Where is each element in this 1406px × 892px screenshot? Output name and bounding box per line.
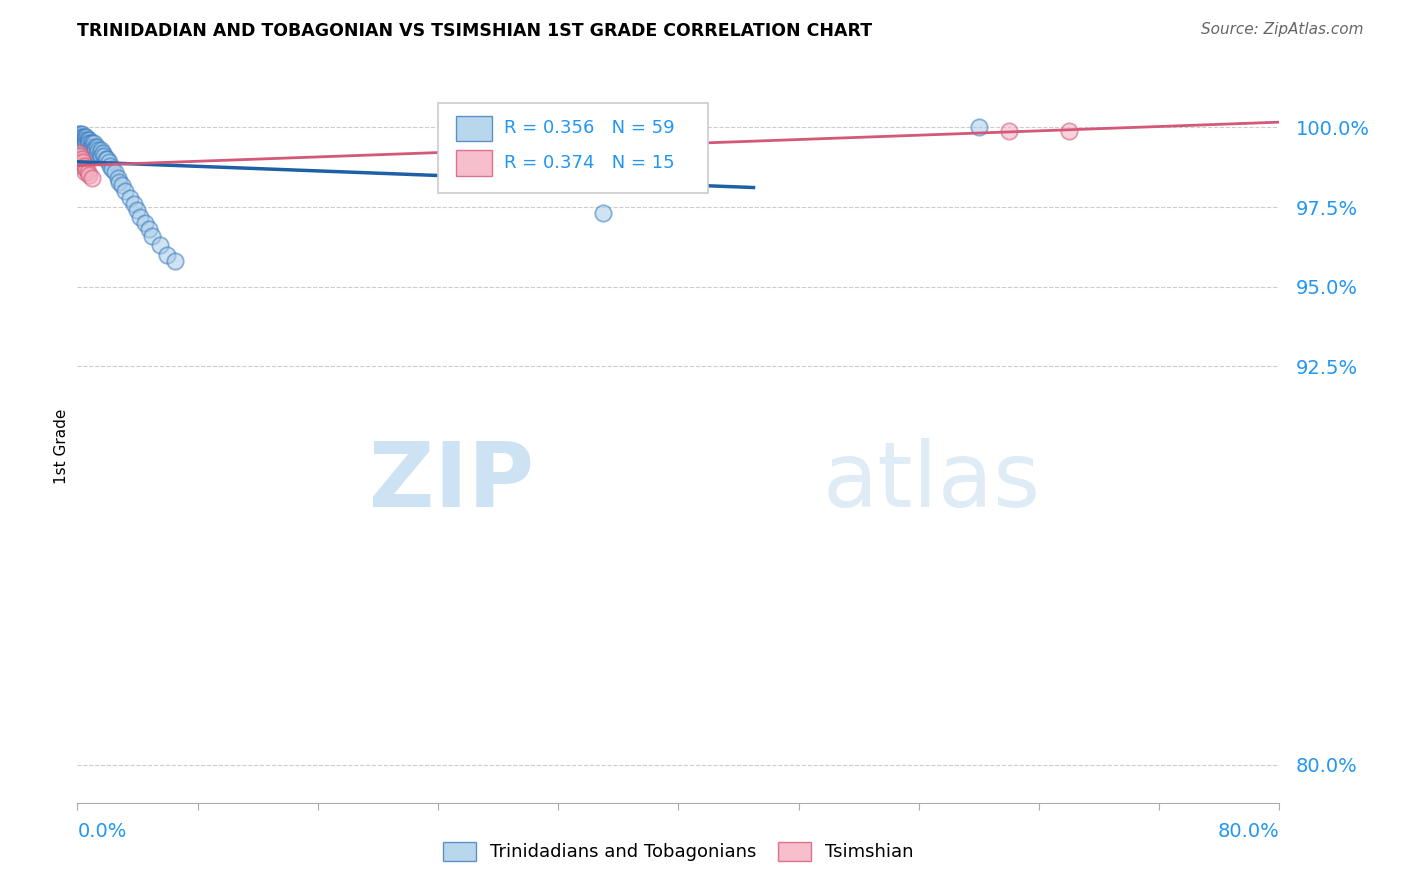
Point — [70, 159, 93, 173]
Point — [75, 130, 97, 145]
Point — [84, 143, 107, 157]
Point — [69, 155, 91, 169]
Point — [75, 161, 97, 176]
Point — [96, 153, 118, 167]
FancyBboxPatch shape — [456, 116, 492, 141]
Point — [97, 155, 120, 169]
Point — [82, 143, 104, 157]
Point — [76, 136, 98, 151]
Point — [100, 159, 122, 173]
Point — [67, 130, 90, 145]
Point — [124, 197, 146, 211]
Text: TRINIDADIAN AND TOBAGONIAN VS TSIMSHIAN 1ST GRADE CORRELATION CHART: TRINIDADIAN AND TOBAGONIAN VS TSIMSHIAN … — [77, 22, 873, 40]
Point — [94, 153, 117, 167]
Point — [91, 145, 114, 160]
Point — [84, 139, 107, 153]
Point — [134, 216, 156, 230]
Point — [73, 133, 96, 147]
Point — [101, 161, 124, 176]
Point — [70, 130, 93, 145]
Point — [108, 175, 131, 189]
Point — [83, 143, 105, 157]
Point — [80, 139, 103, 153]
Text: Source: ZipAtlas.com: Source: ZipAtlas.com — [1201, 22, 1364, 37]
Point — [86, 139, 108, 153]
Point — [82, 171, 104, 186]
Point — [86, 145, 108, 160]
Text: 0.0%: 0.0% — [77, 822, 127, 840]
Text: 80.0%: 80.0% — [1218, 822, 1279, 840]
Point — [75, 133, 97, 147]
Point — [67, 127, 90, 141]
Point — [82, 139, 104, 153]
Point — [967, 120, 990, 135]
Point — [127, 203, 149, 218]
Point — [138, 222, 160, 236]
FancyBboxPatch shape — [439, 103, 709, 193]
Point — [69, 127, 91, 141]
Point — [107, 171, 129, 186]
Point — [1057, 123, 1080, 137]
Point — [141, 228, 163, 243]
Y-axis label: 1st Grade: 1st Grade — [53, 409, 69, 483]
Text: ZIP: ZIP — [368, 438, 534, 525]
Point — [69, 149, 91, 163]
Point — [79, 136, 101, 151]
Point — [592, 206, 614, 220]
FancyBboxPatch shape — [456, 150, 492, 176]
Point — [80, 136, 103, 151]
Point — [998, 123, 1021, 137]
Point — [72, 130, 94, 145]
Point — [79, 133, 101, 147]
Point — [73, 130, 96, 145]
Point — [118, 190, 141, 204]
Point — [90, 143, 112, 157]
Text: R = 0.374   N = 15: R = 0.374 N = 15 — [505, 153, 675, 171]
Point — [156, 248, 179, 262]
Point — [73, 159, 96, 173]
Point — [163, 254, 186, 268]
Point — [82, 136, 104, 151]
Point — [149, 238, 172, 252]
Point — [72, 155, 94, 169]
Point — [73, 136, 96, 151]
Point — [79, 168, 101, 182]
Point — [72, 133, 94, 147]
Point — [67, 133, 90, 147]
Point — [70, 153, 93, 167]
Point — [90, 149, 112, 163]
Point — [129, 210, 152, 224]
Point — [67, 153, 90, 167]
Point — [87, 143, 110, 157]
Point — [70, 133, 93, 147]
Point — [73, 165, 96, 179]
Point — [111, 178, 134, 192]
Point — [75, 136, 97, 151]
Point — [83, 136, 105, 151]
Point — [89, 145, 111, 160]
Point — [76, 165, 98, 179]
Point — [93, 149, 115, 163]
Point — [104, 165, 127, 179]
Text: R = 0.356   N = 59: R = 0.356 N = 59 — [505, 120, 675, 137]
Point — [69, 130, 91, 145]
Point — [70, 127, 93, 141]
Point — [67, 145, 90, 160]
Point — [114, 184, 136, 198]
Text: atlas: atlas — [823, 438, 1040, 525]
Legend: Trinidadians and Tobagonians, Tsimshian: Trinidadians and Tobagonians, Tsimshian — [436, 834, 921, 869]
Point — [76, 133, 98, 147]
